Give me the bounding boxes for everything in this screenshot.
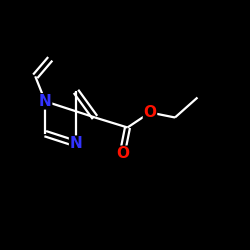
Text: O: O: [116, 146, 129, 161]
Text: N: N: [39, 94, 52, 109]
Text: N: N: [70, 136, 82, 151]
Text: O: O: [144, 105, 156, 120]
